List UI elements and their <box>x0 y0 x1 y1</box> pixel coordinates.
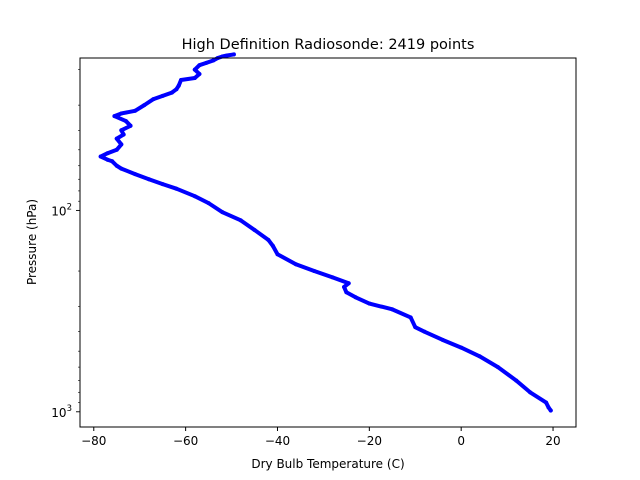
data-point <box>293 262 298 267</box>
data-point <box>546 405 551 410</box>
data-point <box>330 275 335 280</box>
data-point <box>174 87 179 92</box>
data-point <box>128 123 133 128</box>
data-point <box>544 400 549 405</box>
data-point <box>204 60 209 65</box>
data-point <box>312 269 317 274</box>
y-tick-label: 102 <box>51 202 72 218</box>
data-point <box>119 111 124 116</box>
data-point <box>197 71 202 76</box>
data-point <box>119 128 124 133</box>
data-point <box>176 83 181 88</box>
data-point <box>98 154 103 159</box>
data-point <box>408 315 413 320</box>
data-point <box>252 227 257 232</box>
data-point <box>459 345 464 350</box>
y-axis-label: Pressure (hPa) <box>25 199 39 285</box>
data-point <box>121 132 126 137</box>
x-tick-label: −40 <box>265 434 290 448</box>
data-point <box>270 243 275 248</box>
data-point <box>160 93 165 98</box>
data-point <box>174 186 179 191</box>
data-point <box>220 210 225 215</box>
data-point <box>197 63 202 68</box>
data-point <box>105 151 110 156</box>
data-point <box>123 119 128 124</box>
data-point <box>206 201 211 206</box>
data-point <box>477 354 482 359</box>
temperature-profile-points <box>98 52 553 413</box>
data-point <box>344 290 349 295</box>
data-point <box>112 114 117 119</box>
data-point <box>231 52 236 57</box>
data-point <box>528 390 533 395</box>
x-tick-label: −80 <box>81 434 106 448</box>
data-point <box>224 53 229 58</box>
x-tick-label: 20 <box>545 434 560 448</box>
data-point <box>440 337 445 342</box>
data-point <box>119 142 124 147</box>
data-point <box>548 408 553 413</box>
data-point <box>192 67 197 72</box>
data-point <box>342 284 347 289</box>
data-point <box>169 90 174 95</box>
data-point <box>346 281 351 286</box>
data-point <box>495 365 500 370</box>
data-point <box>390 307 395 312</box>
data-point <box>151 97 156 102</box>
x-axis-ticks: −80 −60 −40 −20 0 20 <box>81 427 561 448</box>
data-point <box>105 157 110 162</box>
plot-area <box>98 52 553 413</box>
chart-title: High Definition Radiosonde: 2419 points <box>182 37 475 53</box>
data-point <box>353 295 358 300</box>
y-axis-ticks: 102 103 <box>51 69 80 420</box>
data-point <box>119 166 124 171</box>
data-point <box>220 54 225 59</box>
x-axis-label: Dry Bulb Temperature (C) <box>251 457 404 471</box>
data-point <box>110 159 115 164</box>
data-point <box>114 136 119 141</box>
data-point <box>266 237 271 242</box>
x-tick-label: 0 <box>457 434 465 448</box>
data-point <box>192 76 197 81</box>
data-point <box>192 194 197 199</box>
data-point <box>133 172 138 177</box>
x-tick-label: −20 <box>357 434 382 448</box>
data-point <box>133 108 138 113</box>
data-point <box>275 252 280 257</box>
data-point <box>179 77 184 82</box>
data-point <box>211 58 216 63</box>
axes-frame <box>79 57 577 428</box>
data-point <box>367 301 372 306</box>
data-point <box>413 325 418 330</box>
data-point <box>142 103 147 108</box>
data-point <box>146 177 151 182</box>
x-tick-label: −60 <box>173 434 198 448</box>
data-point <box>114 163 119 168</box>
data-point <box>238 218 243 223</box>
data-point <box>160 182 165 187</box>
data-point <box>422 329 427 334</box>
y-tick-label: 103 <box>51 404 72 420</box>
data-point <box>514 378 519 383</box>
data-point <box>114 147 119 152</box>
